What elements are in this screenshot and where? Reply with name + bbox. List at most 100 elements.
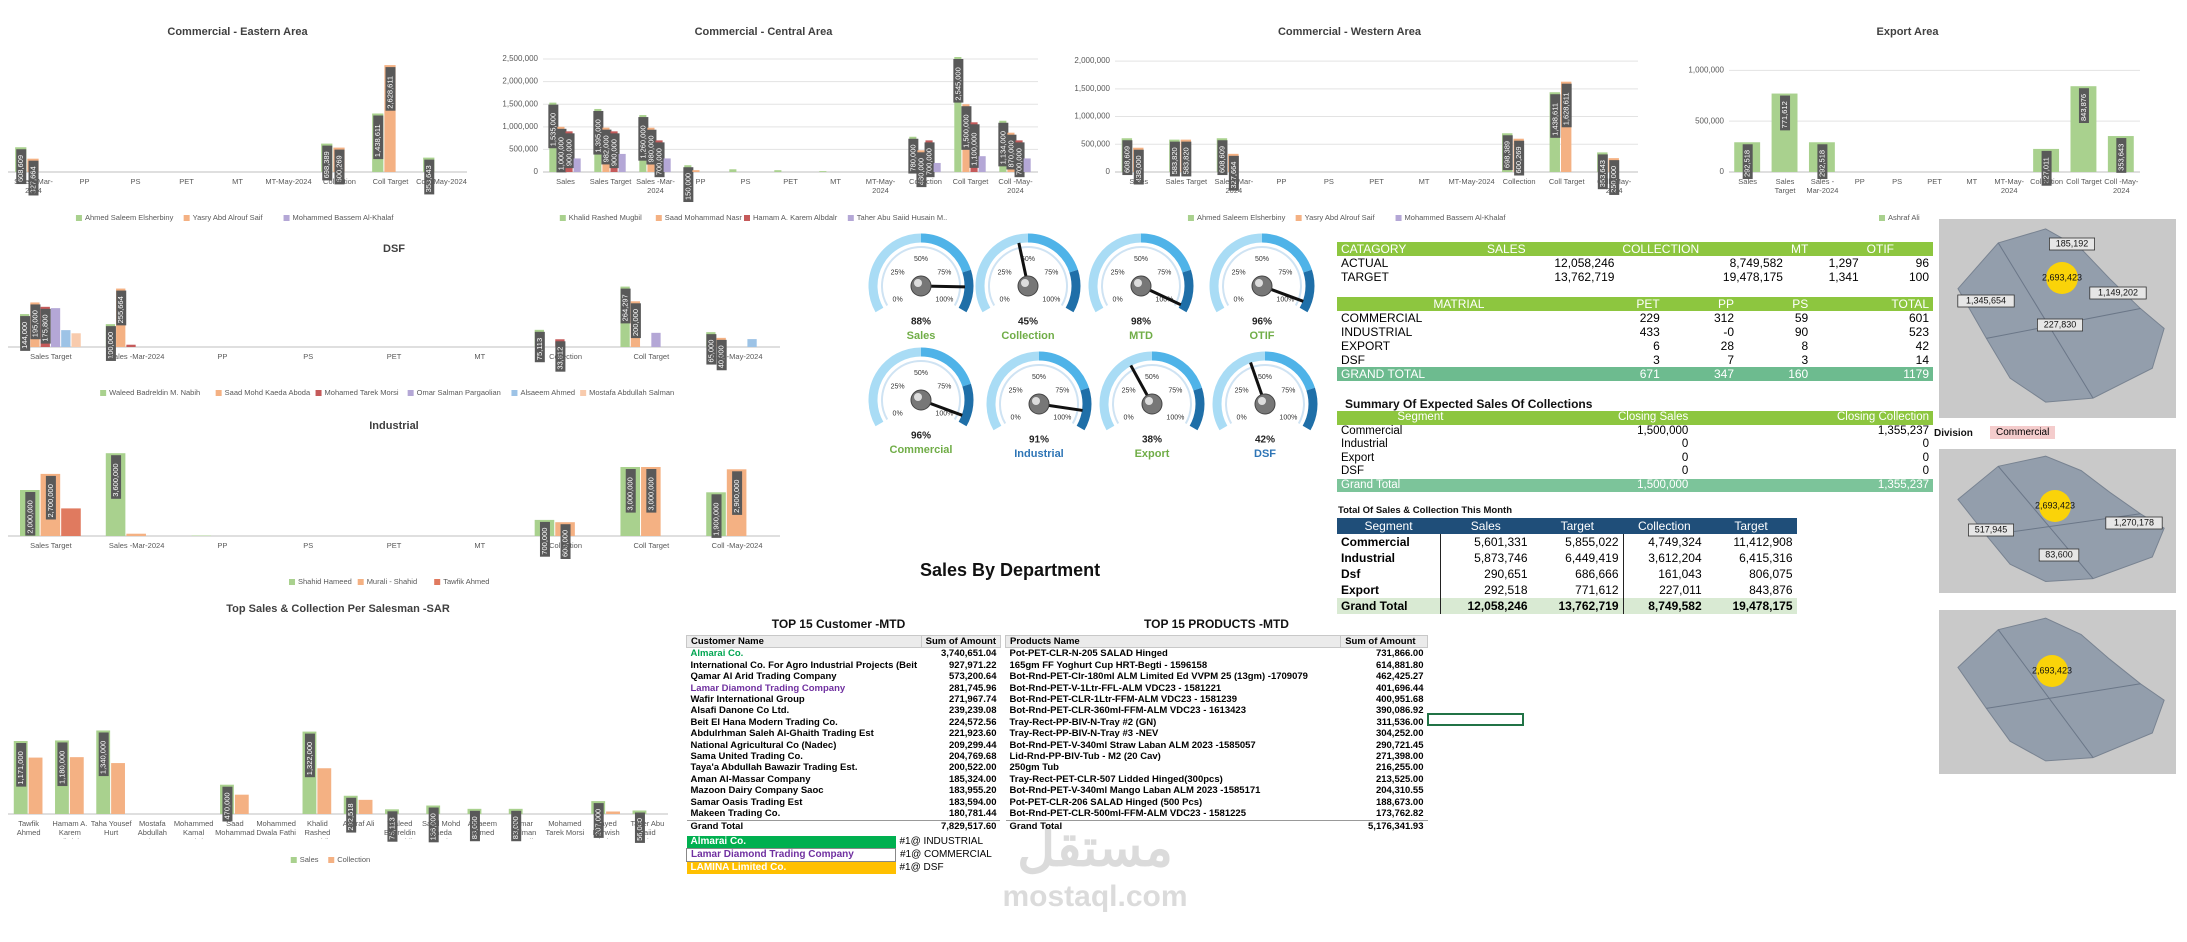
table-row: DSF 3 7 3 14 <box>1337 353 1933 367</box>
legend-swatch <box>511 390 518 396</box>
legend-label: Ashraf Ali <box>1888 213 1920 222</box>
x-tick-label: PET <box>1369 177 1384 186</box>
gauge-inner-ring <box>881 246 961 306</box>
value-label-text: 83,000 <box>511 816 520 839</box>
x-tick-label: Coll Target <box>2066 177 2102 186</box>
table-cell: 281,745.96 <box>948 682 997 694</box>
table-row: Pot-PET-CLR-N-205 SALAD Hinged 731,866.00 <box>1006 648 1428 660</box>
gauge-inner-ring <box>1101 246 1181 306</box>
table-cell: 216,255.00 <box>1375 762 1424 774</box>
table-cell: 42 <box>1915 339 1929 353</box>
table-cell: 271,967.74 <box>948 694 997 706</box>
mon-tbl: Segment Sales Target Collection Target Commer… <box>1337 518 1797 614</box>
value-label: 3,000,000 <box>626 468 636 513</box>
table-row: Grand Total 1,500,000 1,355,237 <box>1337 478 1933 492</box>
table-cell: 204,769.68 <box>948 751 997 763</box>
map-highlight <box>2036 655 2068 687</box>
gauge-band <box>1264 351 1315 391</box>
table-row: Tray-Rect-PET-CLR-507 Lidded Hinged(300p… <box>1006 774 1428 785</box>
value-label: 144,000 <box>20 316 31 351</box>
gauge-band <box>1088 233 1142 313</box>
y-tick-label: 0 <box>534 167 539 176</box>
table-cell: Sama United Trading Co. <box>690 751 803 763</box>
x-tick-label: Hamam A. Karem Albdalr <box>52 819 88 839</box>
gauge-hub <box>1130 275 1152 297</box>
legend-label: Murali - Shahid <box>367 577 417 586</box>
gauge-tick-label: 0% <box>1011 414 1021 421</box>
x-tick-label: Sales -Mar-2024 <box>14 177 53 195</box>
gauge-tick-label: 50% <box>914 256 928 263</box>
value-label-text: 700,000 <box>1015 148 1024 175</box>
table-title: TOP 15 PRODUCTS -MTD <box>1144 617 1289 631</box>
value-label-box <box>634 812 645 843</box>
value-label-text: 600,269 <box>334 155 343 182</box>
value-label-box <box>1550 94 1561 138</box>
value-label-text: 2,628,611 <box>385 76 394 109</box>
table-cell: 7,829,517.60 <box>921 819 1001 832</box>
legend-swatch <box>655 215 662 221</box>
value-label: 583,820 <box>1170 141 1180 177</box>
table-cell: Bot-Rnd-PET-CLR-360ml-FFM-ALM VDC23 - 16… <box>1009 705 1246 717</box>
header-cell: Collection <box>1623 518 1706 534</box>
value-label: 65,000 <box>706 334 717 365</box>
value-label: 353,643 <box>1598 154 1608 190</box>
header-cell: Sum of Amount <box>1340 634 1428 649</box>
table-cell: Alsafi Danone Co Ltd. <box>690 705 790 717</box>
value-label-text: 255,664 <box>116 296 125 323</box>
table-row: TARGET 13,762,719 19,478,175 1,341 100 <box>1337 270 1933 284</box>
table-row: Tray-Rect-PP-BIV-N-Tray #2 (GN) 311,536.0… <box>1006 717 1428 728</box>
table-cell: Commercial <box>1341 424 1403 437</box>
header-cell: Closing Collection <box>1692 411 1933 425</box>
value-label-text: 1,438,611 <box>373 124 382 157</box>
gauge-band <box>868 347 922 427</box>
table-cell: Bot-Rnd-PET-V-1Ltr-FFL-ALM VDC23 - 15812… <box>1009 682 1222 694</box>
table-row: Grand Total 5,176,341.93 <box>1005 819 1428 832</box>
value-label-box <box>1122 140 1133 176</box>
chart-title: DSF <box>383 243 405 255</box>
table-cell: 462,425.27 <box>1375 671 1424 683</box>
table-cell: 227,011 <box>1659 583 1702 597</box>
cat-tbl: CATAGORY SALES COLLECTION MT OTIF ACTUAL 12,05… <box>1337 242 1933 284</box>
table-cell: 1179 <box>1812 367 1933 381</box>
table-cell: 3,612,204 <box>1648 551 1702 565</box>
value-label-text: 1,900,000 <box>712 503 721 536</box>
bar <box>663 158 671 172</box>
legend-label: Yasry Abd Alrouf Saif <box>193 213 264 222</box>
gauge-tick-label: 25% <box>891 383 905 390</box>
value-label-text: 327,664 <box>1229 162 1238 189</box>
table-row: Sama United Trading Co. 204,769.68 <box>687 751 1001 762</box>
table-cell: Commercial <box>1337 534 1441 550</box>
table-cell: 183,594.00 <box>948 796 997 808</box>
gauge-band <box>1302 387 1318 431</box>
x-tick-label: Collection <box>2030 177 2064 186</box>
table-row: Commercial 5,601,331 5,855,022 4,749,324 11,… <box>1337 534 1797 550</box>
gauge-inner-ring <box>1112 364 1192 424</box>
gauge-band <box>1140 233 1191 273</box>
value-label: 3,000,000 <box>646 468 657 513</box>
x-tick-label: Sales -Mar-2024 <box>108 541 165 550</box>
value-label: 33,812 <box>555 341 566 372</box>
value-label-text: 870,000 <box>1006 140 1015 167</box>
value-label-text: 982,000 <box>601 135 610 162</box>
header-cell: Segment <box>1337 518 1441 534</box>
value-label-box <box>16 149 27 185</box>
value-label: 1,000,000 <box>556 128 567 173</box>
value-label-text: 100,000 <box>106 332 115 359</box>
gauge-value: 96% <box>911 431 931 442</box>
table-row: GRAND TOTAL 671 347 160 1179 <box>1337 367 1933 381</box>
value-label-box <box>924 142 935 178</box>
x-tick-label: Waleed Badreldin M. Nabih <box>384 819 416 839</box>
map-label-box <box>2105 516 2163 530</box>
value-label: 1,134,000 <box>998 122 1009 167</box>
value-label-box <box>646 129 657 165</box>
value-label-box <box>1609 160 1620 195</box>
table-cell: 290,651 <box>1484 567 1528 581</box>
gauge-tick-label: 100% <box>1042 296 1060 303</box>
header-cell: PET <box>1580 297 1664 311</box>
legend-swatch <box>1187 215 1194 221</box>
table-cell: ACTUAL <box>1341 256 1389 270</box>
x-tick-label: Sayed Darwish Eltelam <box>592 819 620 839</box>
table-cell: Pot-PET-CLR-206 SALAD Hinged (500 Pcs) <box>1009 796 1203 808</box>
table-cell: 6,415,316 <box>1739 551 1793 565</box>
map-region <box>1957 617 2165 762</box>
